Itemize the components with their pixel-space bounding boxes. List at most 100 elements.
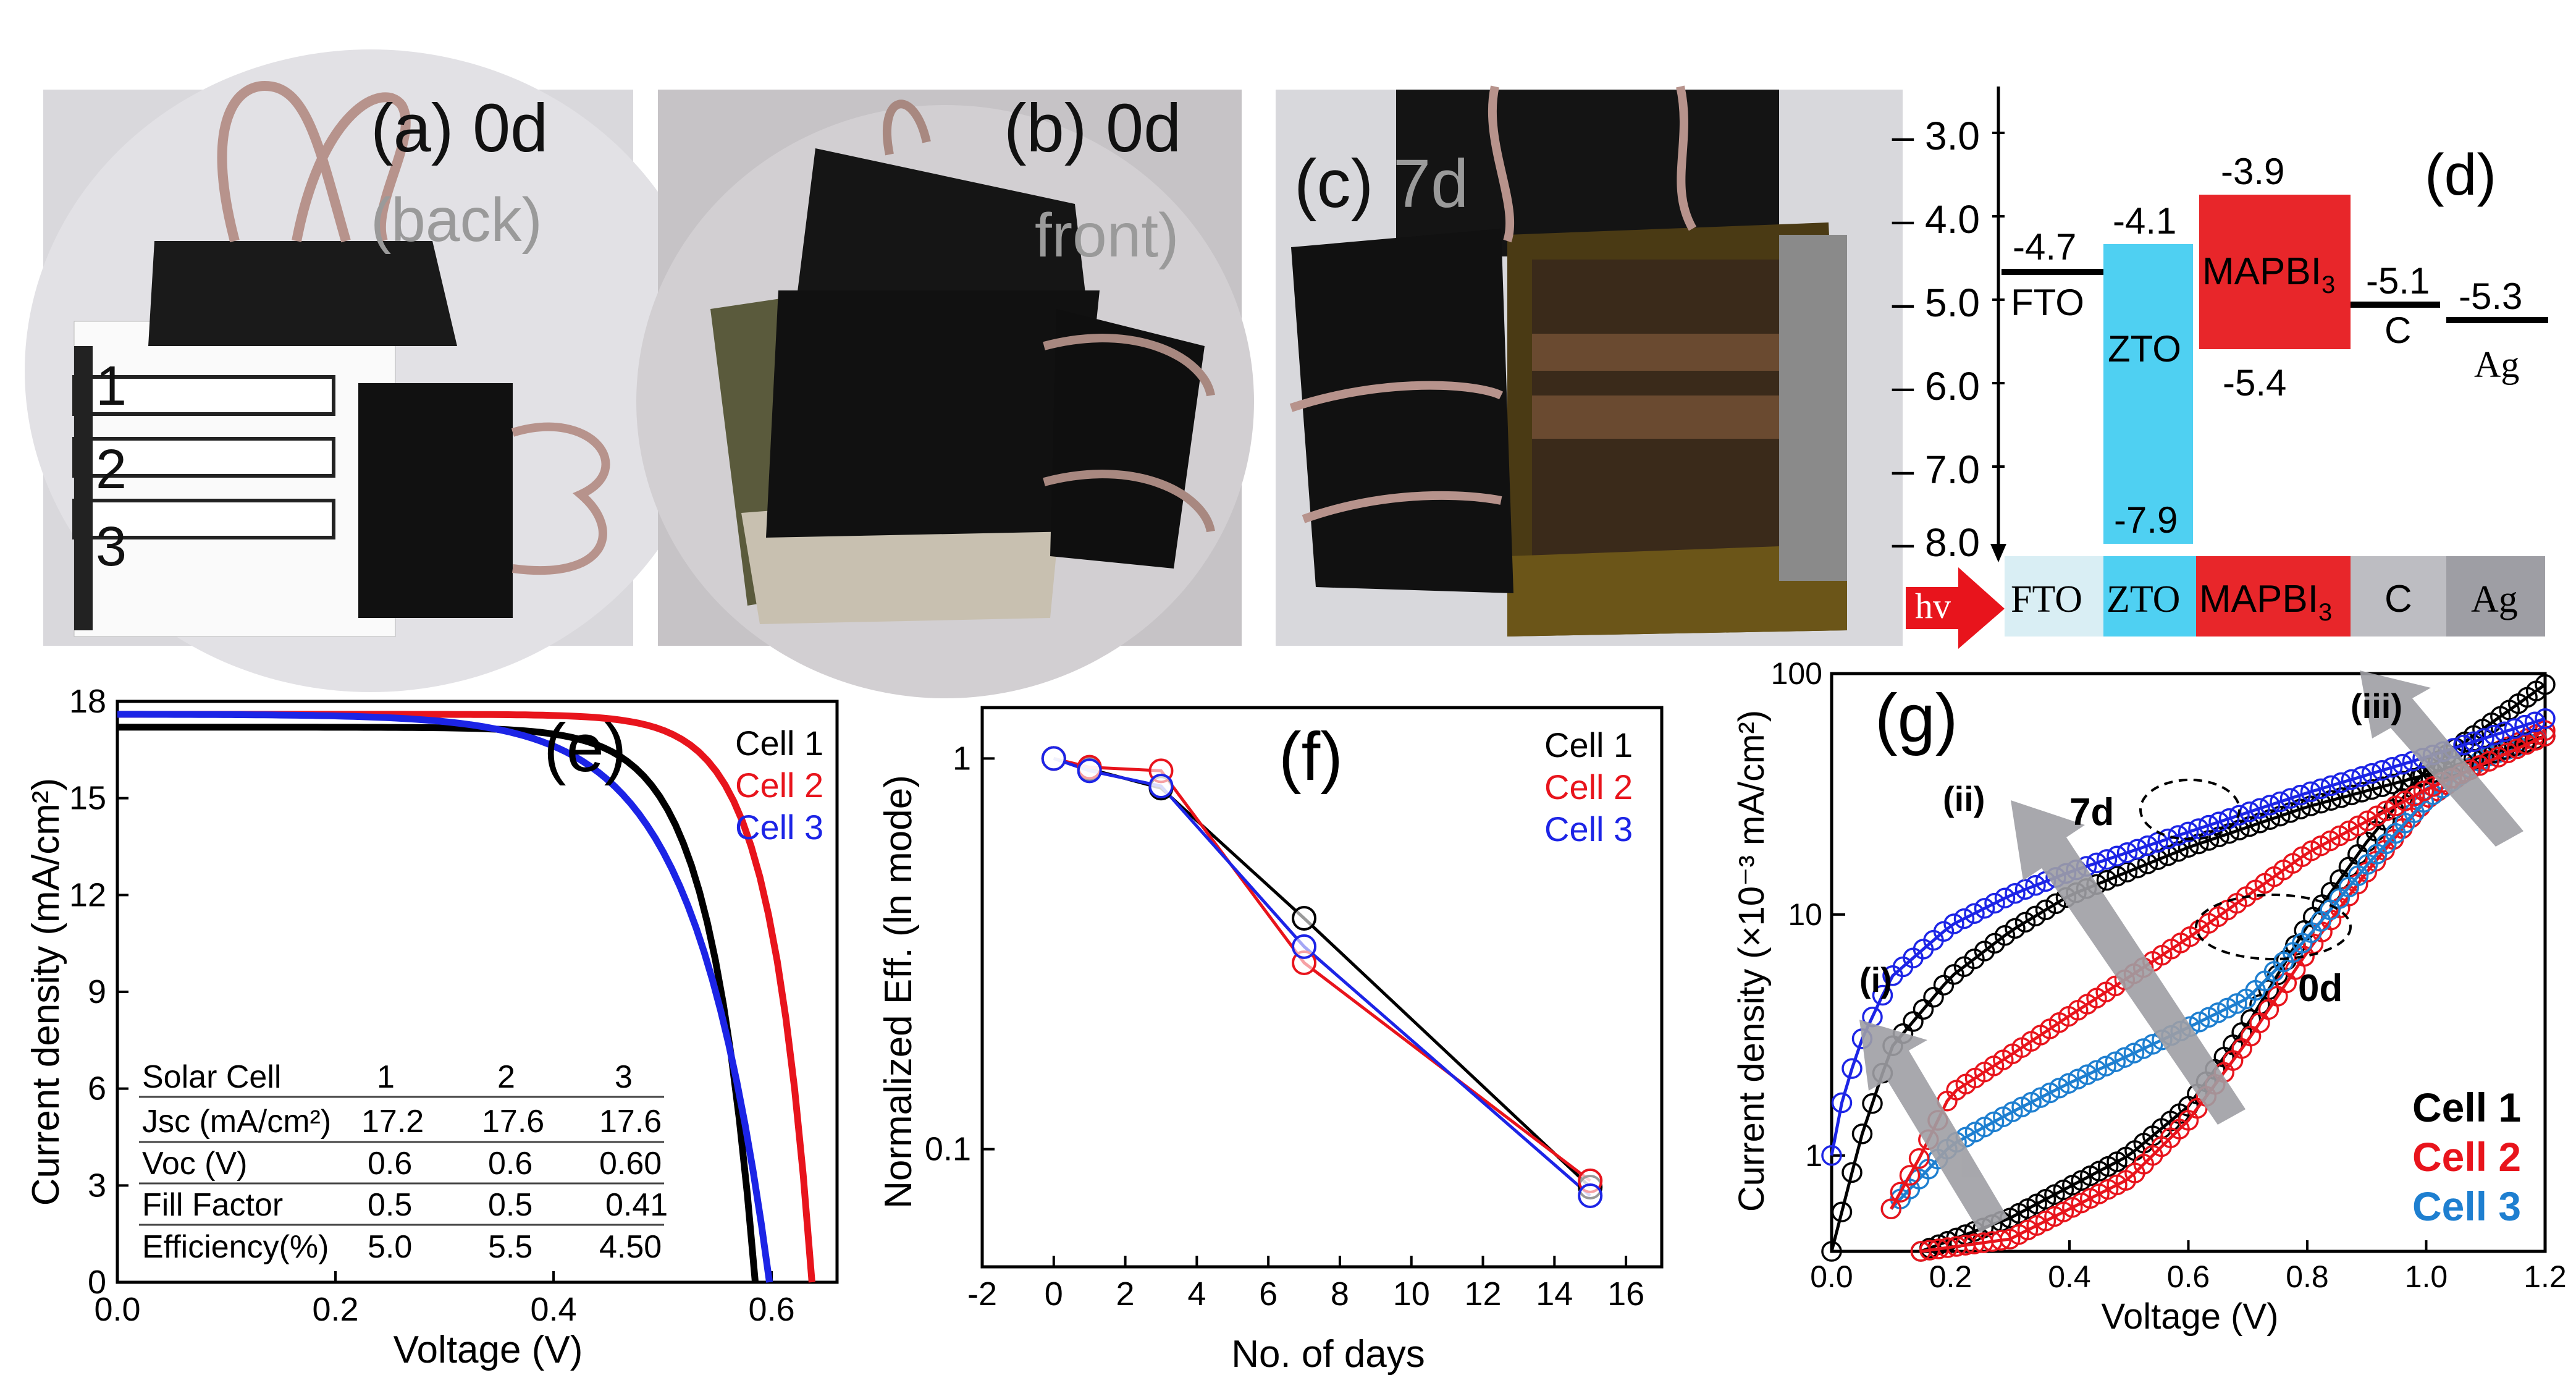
g-point: [2035, 899, 2056, 921]
g-point: [2240, 1009, 2262, 1030]
cell-number-2: 2: [96, 439, 127, 501]
g-ytick-label: 1: [1805, 1138, 1822, 1173]
f-legend-2: Cell 2: [1544, 768, 1633, 806]
g-panel-label: (g): [1875, 680, 1958, 756]
mapbi-band: [2199, 195, 2351, 349]
f-line-1: [1053, 757, 1591, 1188]
f-ylabel: Normalized Eff. (ln mode): [877, 775, 920, 1209]
f-point: [1292, 905, 1317, 931]
arrow-i: [1859, 1020, 2008, 1233]
d-tick-2: – 4.0: [1892, 197, 1980, 242]
g-point: [2039, 1082, 2061, 1104]
mapbi-bottom: -5.4: [2223, 362, 2286, 404]
g-point: [2123, 1043, 2145, 1064]
g-point: [2535, 674, 2556, 695]
g-annot-0d: 0d: [2298, 967, 2342, 1010]
g-point: [2506, 738, 2528, 759]
e-ytick-label: 15: [69, 780, 106, 817]
g-point: [2392, 771, 2413, 792]
g-point: [2021, 1092, 2042, 1113]
g-annot-ii: (ii): [1943, 779, 1985, 818]
panel-d: – 3.0 – 4.0 – 5.0 – 6.0 – 7.0 – 8.0 -4.7…: [1892, 87, 2548, 649]
g-point: [2116, 842, 2138, 863]
g-circle-7d: [2139, 779, 2241, 840]
photo-b: (b) 0d front): [636, 90, 1254, 698]
e-xtick-label: 0.0: [94, 1291, 140, 1328]
g-legend-1: Cell 1: [2412, 1085, 2521, 1130]
g-point: [2249, 798, 2270, 819]
f-xtick-label: 0: [1045, 1275, 1063, 1313]
g-point: [2310, 778, 2331, 800]
g-point: [2413, 780, 2435, 801]
g-point: [2473, 728, 2494, 749]
f-xtick-label: 14: [1536, 1275, 1573, 1313]
g-point: [2361, 763, 2383, 784]
g-point: [2361, 779, 2383, 800]
g-point: [2168, 825, 2189, 846]
stack-fto: [2005, 556, 2103, 637]
g-point: [2048, 1078, 2070, 1099]
g-fit-line: [1830, 734, 2546, 1252]
g-point: [2320, 775, 2342, 797]
g-point: [2259, 809, 2281, 830]
f-point: [1578, 1183, 1603, 1209]
table-row-voc-2: 0.6: [488, 1146, 532, 1182]
g-point: [2488, 746, 2509, 768]
panel-d-ticks: – 3.0 – 4.0 – 5.0 – 6.0 – 7.0 – 8.0: [1892, 114, 2005, 565]
photo-a-note: (back): [371, 185, 542, 255]
g-point: [2497, 742, 2519, 764]
f-xtick-label: 4: [1187, 1275, 1206, 1313]
g-point: [2025, 905, 2046, 927]
g-point: [2198, 814, 2220, 836]
hv-label: hv: [1915, 586, 1951, 626]
photo-c-label: (c): [1294, 146, 1373, 222]
panel-f: -2 0 2 4 6 8 10 12 14 16 0.1 1 (f) Cell 1 Cell 2 Ce…: [877, 706, 1664, 1376]
g-point: [2469, 755, 2490, 776]
table-row-ff-1: 0.5: [368, 1187, 412, 1223]
e-legend-3: Cell 3: [735, 808, 823, 847]
f-point: [1041, 746, 1066, 771]
e-table: Solar Cell 1 2 3 Jsc (mA/cm²) 17.2 17.6 …: [139, 1059, 668, 1265]
g-xtick-label: 0.6: [2167, 1259, 2210, 1294]
table-row-ff-label: Fill Factor: [142, 1187, 283, 1223]
g-point: [2341, 769, 2362, 790]
d-tick-4: – 6.0: [1892, 364, 1980, 408]
g-legend-3: Cell 3: [2412, 1183, 2521, 1229]
table-header-2: 2: [497, 1059, 515, 1095]
stack-c: [2351, 556, 2446, 637]
g-point: [2142, 1034, 2163, 1055]
f-xtick-label: 16: [1607, 1275, 1644, 1313]
g-point: [2198, 830, 2220, 851]
g-xtick-label: 0.2: [1929, 1259, 1972, 1294]
g-point: [1899, 1165, 1921, 1186]
fto-name: FTO: [2011, 282, 2084, 323]
photo-a: (a) 0d (back) 1 2 3: [25, 49, 717, 692]
stack-c-label: C: [2384, 578, 2412, 620]
g-xtick-label: 1.0: [2405, 1259, 2448, 1294]
mapbi-top: -3.9: [2221, 151, 2284, 192]
f-legend-3: Cell 3: [1544, 810, 1633, 848]
zto-band: [2103, 244, 2193, 544]
g-point: [2095, 1055, 2116, 1076]
f-panel-label: (f): [1279, 719, 1343, 795]
g-point: [1908, 1148, 1930, 1169]
g-point: [2114, 1047, 2136, 1068]
g-ylabel: Current density (×10⁻³ mA/cm²): [1732, 710, 1772, 1212]
photo-b-label: (b) 0d: [1004, 90, 1181, 166]
g-point: [2381, 756, 2403, 778]
e-xtick-label: 0.4: [531, 1291, 577, 1328]
arrow-iii: [2360, 670, 2523, 847]
g-point: [2372, 759, 2393, 781]
zto-bottom: -7.9: [2114, 499, 2178, 541]
table-row-eff-3: 4.50: [599, 1229, 662, 1265]
f-point: [1077, 758, 1102, 784]
g-legend-2: Cell 2: [2412, 1134, 2521, 1180]
g-xtick-label: 1.2: [2523, 1259, 2567, 1294]
g-fit-line: [1890, 734, 2546, 1211]
g-xtick-label: 0.0: [1810, 1259, 1853, 1294]
g-point: [1821, 1241, 1842, 1262]
f-xtick-label: 10: [1393, 1275, 1430, 1313]
f-point: [1292, 934, 1317, 959]
g-point: [2096, 849, 2118, 870]
g-point: [2014, 879, 2036, 900]
